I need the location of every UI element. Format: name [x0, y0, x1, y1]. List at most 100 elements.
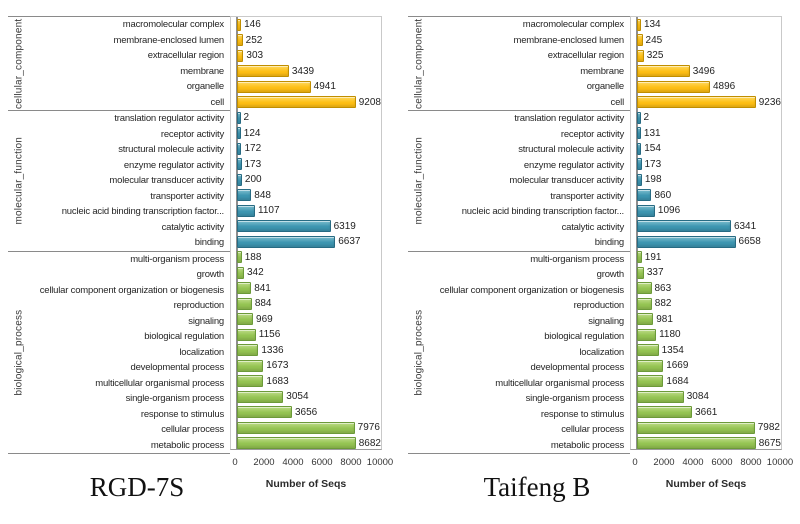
value-label: 860: [654, 189, 672, 201]
bar: [637, 344, 659, 357]
category-label: extracellular region: [547, 50, 624, 61]
value-label: 7982: [757, 422, 780, 434]
bar-row: 4896: [637, 79, 781, 95]
value-label: 134: [643, 19, 661, 31]
bar-row: 1683: [237, 374, 381, 390]
chart-body: cellular_component macromolecular complex…: [400, 16, 800, 454]
bar-row: 2: [637, 110, 781, 126]
bar-row: 9208: [237, 95, 381, 111]
category-label: cell: [610, 96, 625, 108]
category-label: reproduction: [573, 300, 625, 311]
category-label: cellular component organization or bioge…: [439, 284, 624, 296]
bar: [237, 390, 284, 403]
category-label: developmental process: [530, 362, 625, 373]
group-label: molecular_function: [413, 136, 425, 225]
x-axis: 0 2000 4000 6000 8000 10000: [630, 454, 793, 470]
bar-row: 198: [637, 172, 781, 188]
category-label: cellular process: [561, 424, 624, 435]
bar-row: 3084: [637, 389, 781, 405]
bar-row: 1096: [637, 203, 781, 219]
plot-area: 146 252 303 3439 4941 9208 2 124 172 173 200 848 110…: [230, 16, 382, 450]
bar: [237, 328, 256, 341]
bar: [637, 313, 654, 326]
category-label: single-organism process: [125, 393, 225, 404]
value-label: 1684: [666, 375, 689, 387]
bar-row: 2: [237, 110, 381, 126]
x-axis-tick: 4000: [682, 457, 704, 468]
value-label: 1180: [659, 329, 681, 341]
category-label: multicellular organismal process: [95, 377, 224, 389]
value-label: 1669: [666, 360, 689, 372]
bar: [637, 158, 642, 171]
category-group: biological_process multi-organism process…: [8, 250, 230, 454]
bar-row: 848: [237, 188, 381, 204]
value-label: 303: [246, 50, 264, 62]
bar: [637, 173, 642, 186]
x-axis: 0 2000 4000 6000 8000 10000: [230, 454, 393, 470]
category-label: growth: [596, 269, 625, 280]
category-group: molecular_function translation regulator …: [408, 110, 630, 251]
category-label: multi-organism process: [530, 253, 624, 265]
bar: [237, 34, 243, 47]
bar-row: 1336: [237, 343, 381, 359]
group-label: biological_process: [413, 309, 425, 396]
category-label: cellular process: [161, 424, 224, 435]
bar-row: 1354: [637, 343, 781, 359]
bar-row: 981: [637, 312, 781, 328]
value-label: 188: [244, 251, 262, 263]
go-annotation-figure: cellular_component macromolecular complex…: [0, 16, 800, 502]
category-label: membrane-enclosed lumen: [113, 34, 224, 46]
value-label: 252: [245, 34, 263, 46]
bar-row: 191: [637, 250, 781, 266]
bar: [637, 204, 655, 217]
bar: [637, 437, 756, 450]
value-label: 3439: [291, 65, 315, 77]
bar: [237, 266, 244, 279]
category-label: response to stimulus: [140, 408, 224, 420]
category-label: structural molecule activity: [118, 144, 224, 155]
bar: [237, 421, 355, 434]
bar: [237, 437, 356, 450]
bar-row: 252: [237, 33, 381, 49]
category-label: localization: [179, 346, 224, 358]
bar-row: 124: [237, 126, 381, 142]
category-label: cell: [210, 96, 225, 108]
value-label: 3496: [692, 65, 715, 77]
category-label: signaling: [588, 315, 624, 327]
category-label: membrane-enclosed lumen: [513, 34, 624, 46]
bar-row: 188: [237, 250, 381, 266]
bar: [637, 421, 755, 434]
bar: [637, 96, 756, 109]
bar-row: 1684: [637, 374, 781, 390]
category-label: extracellular region: [147, 50, 224, 61]
group-label: cellular_component: [413, 18, 425, 109]
category-list: macromolecular complex membrane-enclosed …: [430, 17, 630, 110]
bar: [637, 297, 652, 310]
x-axis-label: Number of Seqs: [665, 478, 747, 490]
x-axis-tick: 10000: [366, 457, 394, 468]
category-label: localization: [579, 346, 624, 358]
category-label: binding: [594, 237, 624, 248]
bar-row: 6319: [237, 219, 381, 235]
value-label: 1156: [258, 329, 281, 341]
value-label: 2: [643, 112, 650, 124]
bar-row: 6341: [637, 219, 781, 235]
value-label: 2: [243, 112, 250, 124]
value-label: 1336: [261, 344, 284, 356]
group-label: molecular_function: [13, 136, 25, 225]
bar: [237, 297, 252, 310]
bar-row: 9236: [637, 95, 781, 111]
category-label: response to stimulus: [540, 408, 624, 420]
bar-row: 3439: [237, 64, 381, 80]
category-label: molecular transducer activity: [109, 175, 224, 186]
value-label: 981: [656, 313, 673, 325]
value-label: 6319: [333, 220, 356, 232]
category-label: multi-organism process: [130, 253, 224, 265]
bar: [637, 390, 684, 403]
x-axis-tick: 2000: [253, 457, 275, 468]
bar-row: 1180: [637, 327, 781, 343]
bar-row: 969: [237, 312, 381, 328]
chart-body: cellular_component macromolecular complex…: [0, 16, 400, 454]
value-label: 1107: [258, 205, 280, 217]
value-label: 882: [654, 298, 672, 310]
